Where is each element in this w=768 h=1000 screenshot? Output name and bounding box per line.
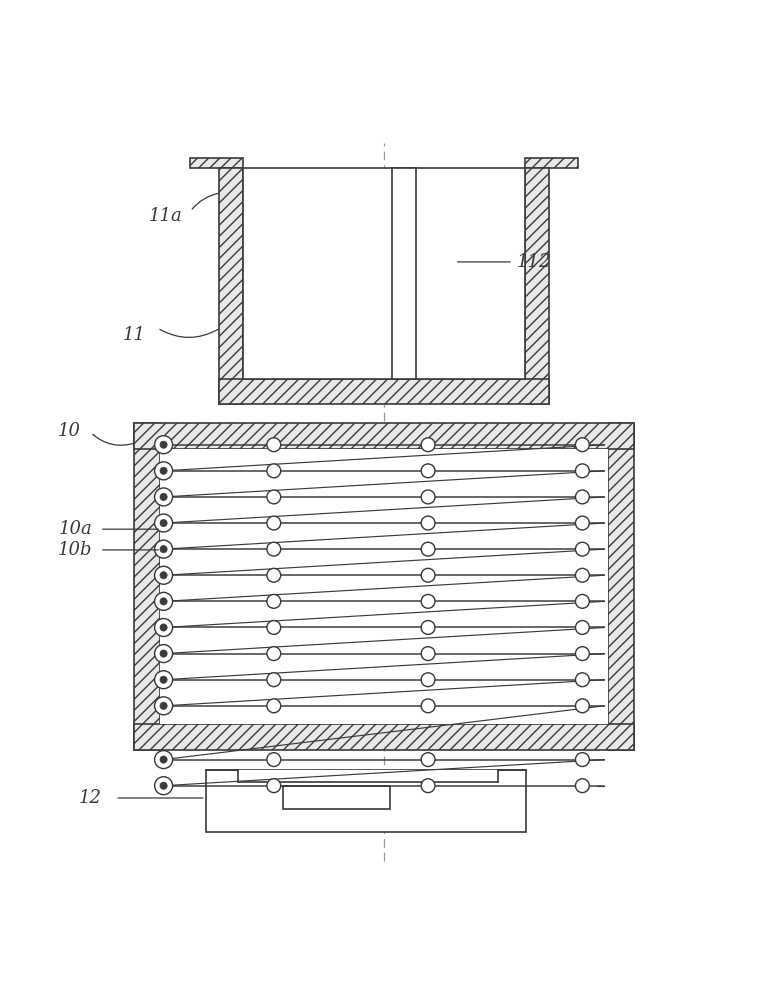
Circle shape <box>267 779 281 793</box>
Circle shape <box>154 514 173 532</box>
Bar <box>219 379 549 404</box>
Circle shape <box>421 753 435 766</box>
Circle shape <box>267 699 281 713</box>
Circle shape <box>575 542 589 556</box>
Circle shape <box>267 516 281 530</box>
Circle shape <box>267 621 281 634</box>
Bar <box>416 168 525 379</box>
Bar <box>283 786 390 809</box>
Circle shape <box>160 782 167 789</box>
Circle shape <box>575 594 589 608</box>
Circle shape <box>154 436 173 454</box>
Circle shape <box>160 493 167 501</box>
Circle shape <box>267 594 281 608</box>
Circle shape <box>421 516 435 530</box>
Circle shape <box>160 598 167 605</box>
Circle shape <box>575 464 589 478</box>
Circle shape <box>160 467 167 474</box>
Circle shape <box>421 699 435 713</box>
Bar <box>243 168 525 379</box>
Circle shape <box>160 624 167 631</box>
Circle shape <box>267 438 281 452</box>
Circle shape <box>154 619 173 636</box>
Circle shape <box>421 438 435 452</box>
Text: 10: 10 <box>58 422 81 440</box>
Bar <box>525 158 578 168</box>
Bar <box>134 423 160 750</box>
Circle shape <box>575 699 589 713</box>
Text: 11: 11 <box>123 326 146 344</box>
Circle shape <box>575 673 589 687</box>
Circle shape <box>160 441 167 448</box>
Bar <box>238 770 498 771</box>
FancyArrowPatch shape <box>160 329 218 337</box>
Text: 10b: 10b <box>58 541 92 559</box>
Circle shape <box>154 566 173 584</box>
Bar <box>160 449 608 724</box>
Circle shape <box>421 568 435 582</box>
Text: 10a: 10a <box>58 520 92 538</box>
Circle shape <box>267 542 281 556</box>
Bar <box>219 168 243 404</box>
Circle shape <box>154 777 173 795</box>
Circle shape <box>267 753 281 766</box>
Circle shape <box>575 753 589 766</box>
Circle shape <box>421 490 435 504</box>
Circle shape <box>160 756 167 763</box>
Bar <box>206 770 526 832</box>
FancyArrowPatch shape <box>192 193 218 209</box>
Circle shape <box>421 621 435 634</box>
Circle shape <box>154 462 173 480</box>
Circle shape <box>575 568 589 582</box>
Circle shape <box>575 779 589 793</box>
Circle shape <box>160 519 167 527</box>
Circle shape <box>267 568 281 582</box>
Bar <box>525 168 549 404</box>
Circle shape <box>160 572 167 579</box>
Circle shape <box>160 546 167 553</box>
Bar <box>392 168 416 379</box>
Bar <box>134 423 634 449</box>
Bar <box>608 423 634 750</box>
Circle shape <box>421 464 435 478</box>
Circle shape <box>154 592 173 610</box>
Bar <box>134 724 634 750</box>
Circle shape <box>154 751 173 769</box>
Circle shape <box>154 697 173 715</box>
Circle shape <box>421 673 435 687</box>
Circle shape <box>575 621 589 634</box>
FancyArrowPatch shape <box>93 434 134 445</box>
Text: 112: 112 <box>517 253 551 271</box>
Circle shape <box>575 490 589 504</box>
Circle shape <box>575 438 589 452</box>
Circle shape <box>154 671 173 689</box>
Circle shape <box>154 540 173 558</box>
Circle shape <box>160 650 167 657</box>
Circle shape <box>575 516 589 530</box>
Bar <box>190 158 243 168</box>
Circle shape <box>421 594 435 608</box>
Circle shape <box>421 779 435 793</box>
Circle shape <box>421 542 435 556</box>
Circle shape <box>267 647 281 661</box>
Circle shape <box>421 647 435 661</box>
Text: 12: 12 <box>79 789 102 807</box>
Circle shape <box>267 464 281 478</box>
Circle shape <box>267 490 281 504</box>
Circle shape <box>154 488 173 506</box>
Circle shape <box>267 673 281 687</box>
Circle shape <box>160 676 167 683</box>
Circle shape <box>154 645 173 663</box>
Circle shape <box>575 647 589 661</box>
Text: 11a: 11a <box>148 207 182 225</box>
Circle shape <box>160 702 167 709</box>
